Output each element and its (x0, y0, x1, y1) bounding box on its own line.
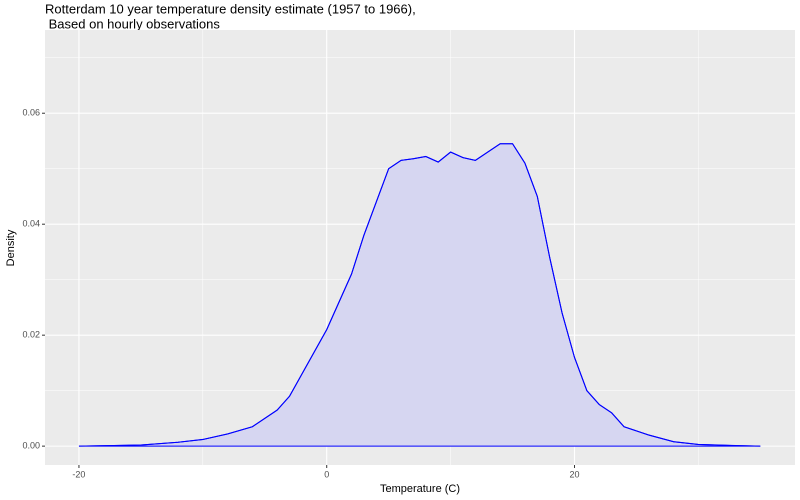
x-axis-label: Temperature (C) (380, 483, 460, 495)
y-tick-label: 0.02 (22, 330, 40, 340)
y-tick-label: 0.06 (22, 108, 40, 118)
density-line (78, 143, 761, 447)
x-tick-label: 20 (569, 469, 579, 479)
x-tick-label: -20 (72, 469, 85, 479)
x-tick-label: 0 (324, 469, 329, 479)
y-tick-label: 0.00 (22, 441, 40, 451)
y-axis-label: Density (5, 229, 17, 266)
y-tick-label: 0.04 (22, 219, 40, 229)
chart-title: Rotterdam 10 year temperature density es… (45, 1, 416, 16)
chart-subtitle: Based on hourly observations (45, 16, 220, 31)
